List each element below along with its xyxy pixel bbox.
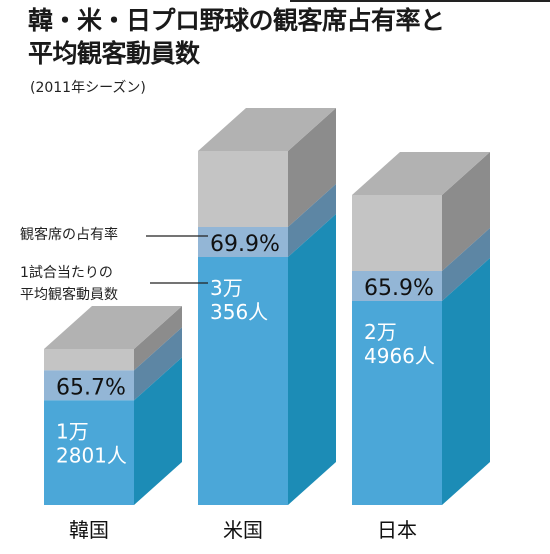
- bar-usa-occupancy-label: 69.9%: [210, 232, 280, 257]
- legend-occupancy-label: 観客席の占有率: [20, 227, 118, 243]
- bar-korea-occupancy-label: 65.7%: [56, 375, 126, 400]
- chart-subtitle: (2011年シーズン): [30, 80, 146, 96]
- bar-japan-attendance-label-line1: 2万: [364, 320, 397, 344]
- bar-japan-attendance-label-line2: 4966人: [364, 344, 435, 368]
- bar-usa-capacity-side: [288, 108, 336, 227]
- bar-usa-occupancy-band-side: [288, 184, 336, 257]
- title-line-2: 平均観客動員数: [28, 39, 200, 68]
- bar-korea-attendance-label-line1: 1万: [56, 419, 89, 443]
- bar-japan-occupancy-label: 65.9%: [364, 276, 434, 301]
- bar-japan-capacity-side: [442, 152, 490, 272]
- bar-korea-occupancy-band-side: [134, 327, 182, 401]
- bar-usa-top: [198, 108, 336, 151]
- title-line-1: 韓・米・日プロ野球の観客席占有率と: [28, 6, 445, 35]
- bar-japan-attendance-side: [442, 258, 490, 505]
- bar-usa-capacity-front: [198, 151, 288, 227]
- legend-attendance-line-1: 1試合当たりの: [20, 265, 113, 281]
- bar-usa-attendance-front: [198, 257, 288, 505]
- category-label-korea: 韓国: [69, 518, 109, 542]
- bar-korea-top: [44, 306, 182, 349]
- bar-japan-occupancy-band-front: [352, 271, 442, 302]
- bar-japan-attendance-front: [352, 301, 442, 505]
- bar-usa-attendance-label-line2: 356人: [210, 300, 268, 324]
- category-label-usa: 米国: [223, 518, 263, 542]
- bar-usa-attendance-side: [288, 214, 336, 505]
- bar-japan-top: [352, 152, 490, 195]
- bar-korea-capacity-side: [134, 306, 182, 371]
- bar-japan-occupancy-band-side: [442, 228, 490, 302]
- bar-usa-attendance-label-line1: 3万: [210, 276, 243, 300]
- bar-korea-occupancy-band-front: [44, 370, 134, 401]
- bar-usa-occupancy-band-front: [198, 227, 288, 257]
- bar-korea-attendance-label-line2: 2801人: [56, 443, 127, 467]
- bar-korea-attendance-front: [44, 400, 134, 505]
- legend-attendance-line-2: 平均観客動員数: [20, 287, 118, 303]
- bar-korea-attendance-side: [134, 357, 182, 505]
- bar-korea-capacity-front: [44, 349, 134, 371]
- bar-japan-capacity-front: [352, 195, 442, 272]
- chart-title: 韓・米・日プロ野球の観客席占有率と 平均観客動員数: [28, 4, 445, 70]
- top-rule: [290, 0, 550, 2]
- legend-attendance-label: 1試合当たりの 平均観客動員数: [20, 262, 118, 306]
- category-label-japan: 日本: [377, 518, 417, 542]
